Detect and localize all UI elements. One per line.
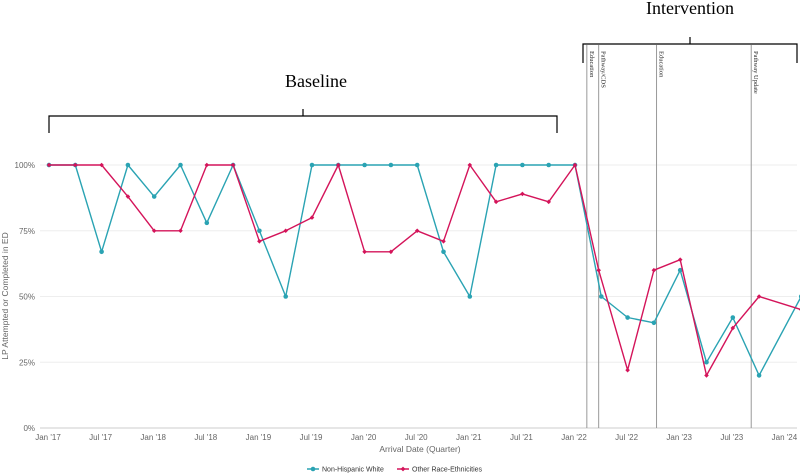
y-tick-label: 50%	[19, 293, 35, 302]
data-point	[99, 162, 104, 168]
data-point	[625, 367, 630, 373]
data-point	[704, 359, 709, 365]
axes: Jan '17 Jul '17 Jan '18 Jul '18 Jan '19 Jul '…	[35, 427, 798, 442]
x-tick-label: Jul '22	[615, 433, 638, 442]
y-tick-label: 25%	[19, 358, 35, 367]
data-point	[677, 257, 683, 262]
data-point	[73, 162, 78, 168]
legend-item-non-hispanic-white[interactable]: Non-Hispanic White	[307, 467, 384, 474]
data-point	[257, 228, 262, 234]
data-point	[414, 162, 420, 168]
x-tick-label: Jul '19	[300, 433, 323, 442]
data-point	[651, 320, 657, 326]
y-axis-title: LP Attempted or Completed in ED	[0, 232, 10, 359]
data-point	[283, 294, 289, 299]
series	[46, 162, 800, 378]
data-point	[467, 294, 473, 299]
data-point	[625, 315, 630, 320]
y-tick-label: 100%	[15, 161, 35, 170]
x-tick-label: Jan '18	[140, 433, 166, 442]
x-tick-label: Jul '18	[194, 433, 217, 442]
data-point	[677, 267, 683, 273]
x-tick-label: Jan '22	[561, 433, 587, 442]
data-point	[388, 162, 394, 168]
x-tick-label: Jul '21	[510, 433, 533, 442]
x-axis-title: Arrival Date (Quarter)	[379, 444, 460, 454]
data-point	[362, 162, 367, 168]
legend-label: Non-Hispanic White	[322, 467, 384, 474]
data-point	[204, 220, 210, 226]
data-point	[599, 294, 604, 299]
data-point	[283, 228, 288, 234]
data-point	[467, 162, 473, 168]
data-point	[572, 162, 578, 168]
legend: Non-Hispanic White Other Race-Ethnicitie…	[307, 467, 483, 474]
data-point	[257, 238, 262, 244]
y-tick-label: 75%	[19, 227, 35, 236]
data-point	[151, 228, 157, 234]
data-point	[99, 249, 104, 255]
intervention-bracket	[582, 37, 798, 63]
x-tick-label: Jan '19	[246, 433, 272, 442]
x-tick-label: Jul '17	[89, 433, 112, 442]
data-point	[520, 191, 525, 197]
x-tick-label: Jan '23	[666, 433, 692, 442]
legend-item-other-race-ethnicities[interactable]: Other Race-Ethnicities	[397, 467, 483, 474]
legend-swatch-dot	[310, 466, 316, 472]
x-tick-label: Jan '17	[35, 433, 61, 442]
data-point	[336, 162, 341, 168]
data-point	[441, 249, 446, 255]
data-point	[46, 162, 52, 168]
legend-swatch-marker	[400, 466, 406, 472]
annotation-label: Pathway Update	[752, 51, 759, 94]
data-point	[520, 162, 525, 168]
data-point	[730, 315, 736, 320]
data-point	[546, 162, 551, 168]
data-point	[414, 228, 420, 234]
data-point	[441, 238, 446, 244]
x-tick-label: Jan '24	[772, 433, 798, 442]
annotation-lines: Education Pathway/CDS Education Pathway Upd…	[586, 45, 759, 428]
phase-brackets: Baseline Intervention	[48, 0, 798, 133]
data-point	[493, 162, 499, 168]
intervention-label: Intervention	[646, 0, 734, 18]
data-point	[493, 199, 499, 205]
x-tick-label: Jul '23	[720, 433, 743, 442]
series-line-non-hispanic-white	[49, 164, 800, 377]
data-point	[756, 294, 762, 299]
x-tick-label: Jul '20	[405, 433, 428, 442]
data-point	[309, 162, 315, 168]
data-point	[730, 325, 736, 331]
x-tick-label: Jan '20	[351, 433, 377, 442]
y-tick-label: 0%	[23, 424, 35, 433]
data-point	[230, 162, 236, 168]
x-tick-label: Jan '21	[456, 433, 482, 442]
data-point	[546, 199, 551, 205]
baseline-label: Baseline	[285, 71, 347, 91]
legend-label: Other Race-Ethnicities	[412, 467, 483, 474]
data-point	[178, 228, 183, 234]
data-point	[388, 249, 394, 255]
baseline-bracket	[48, 109, 558, 133]
data-point	[204, 162, 210, 168]
data-point	[178, 162, 183, 168]
data-point	[125, 194, 131, 199]
data-point	[151, 194, 157, 199]
annotation-label: Pathway/CDS	[600, 51, 607, 88]
data-point	[596, 267, 601, 273]
data-point	[756, 373, 762, 378]
axis-labels: Arrival Date (Quarter) LP Attempted or C…	[0, 232, 461, 454]
data-point	[309, 215, 315, 220]
data-point	[125, 162, 131, 168]
series-line-other-race-ethnicities	[49, 164, 800, 377]
data-point	[651, 267, 657, 273]
data-point	[362, 249, 367, 255]
data-point	[704, 373, 709, 378]
annotation-label: Education	[588, 51, 595, 78]
annotation-label: Education	[658, 51, 665, 78]
